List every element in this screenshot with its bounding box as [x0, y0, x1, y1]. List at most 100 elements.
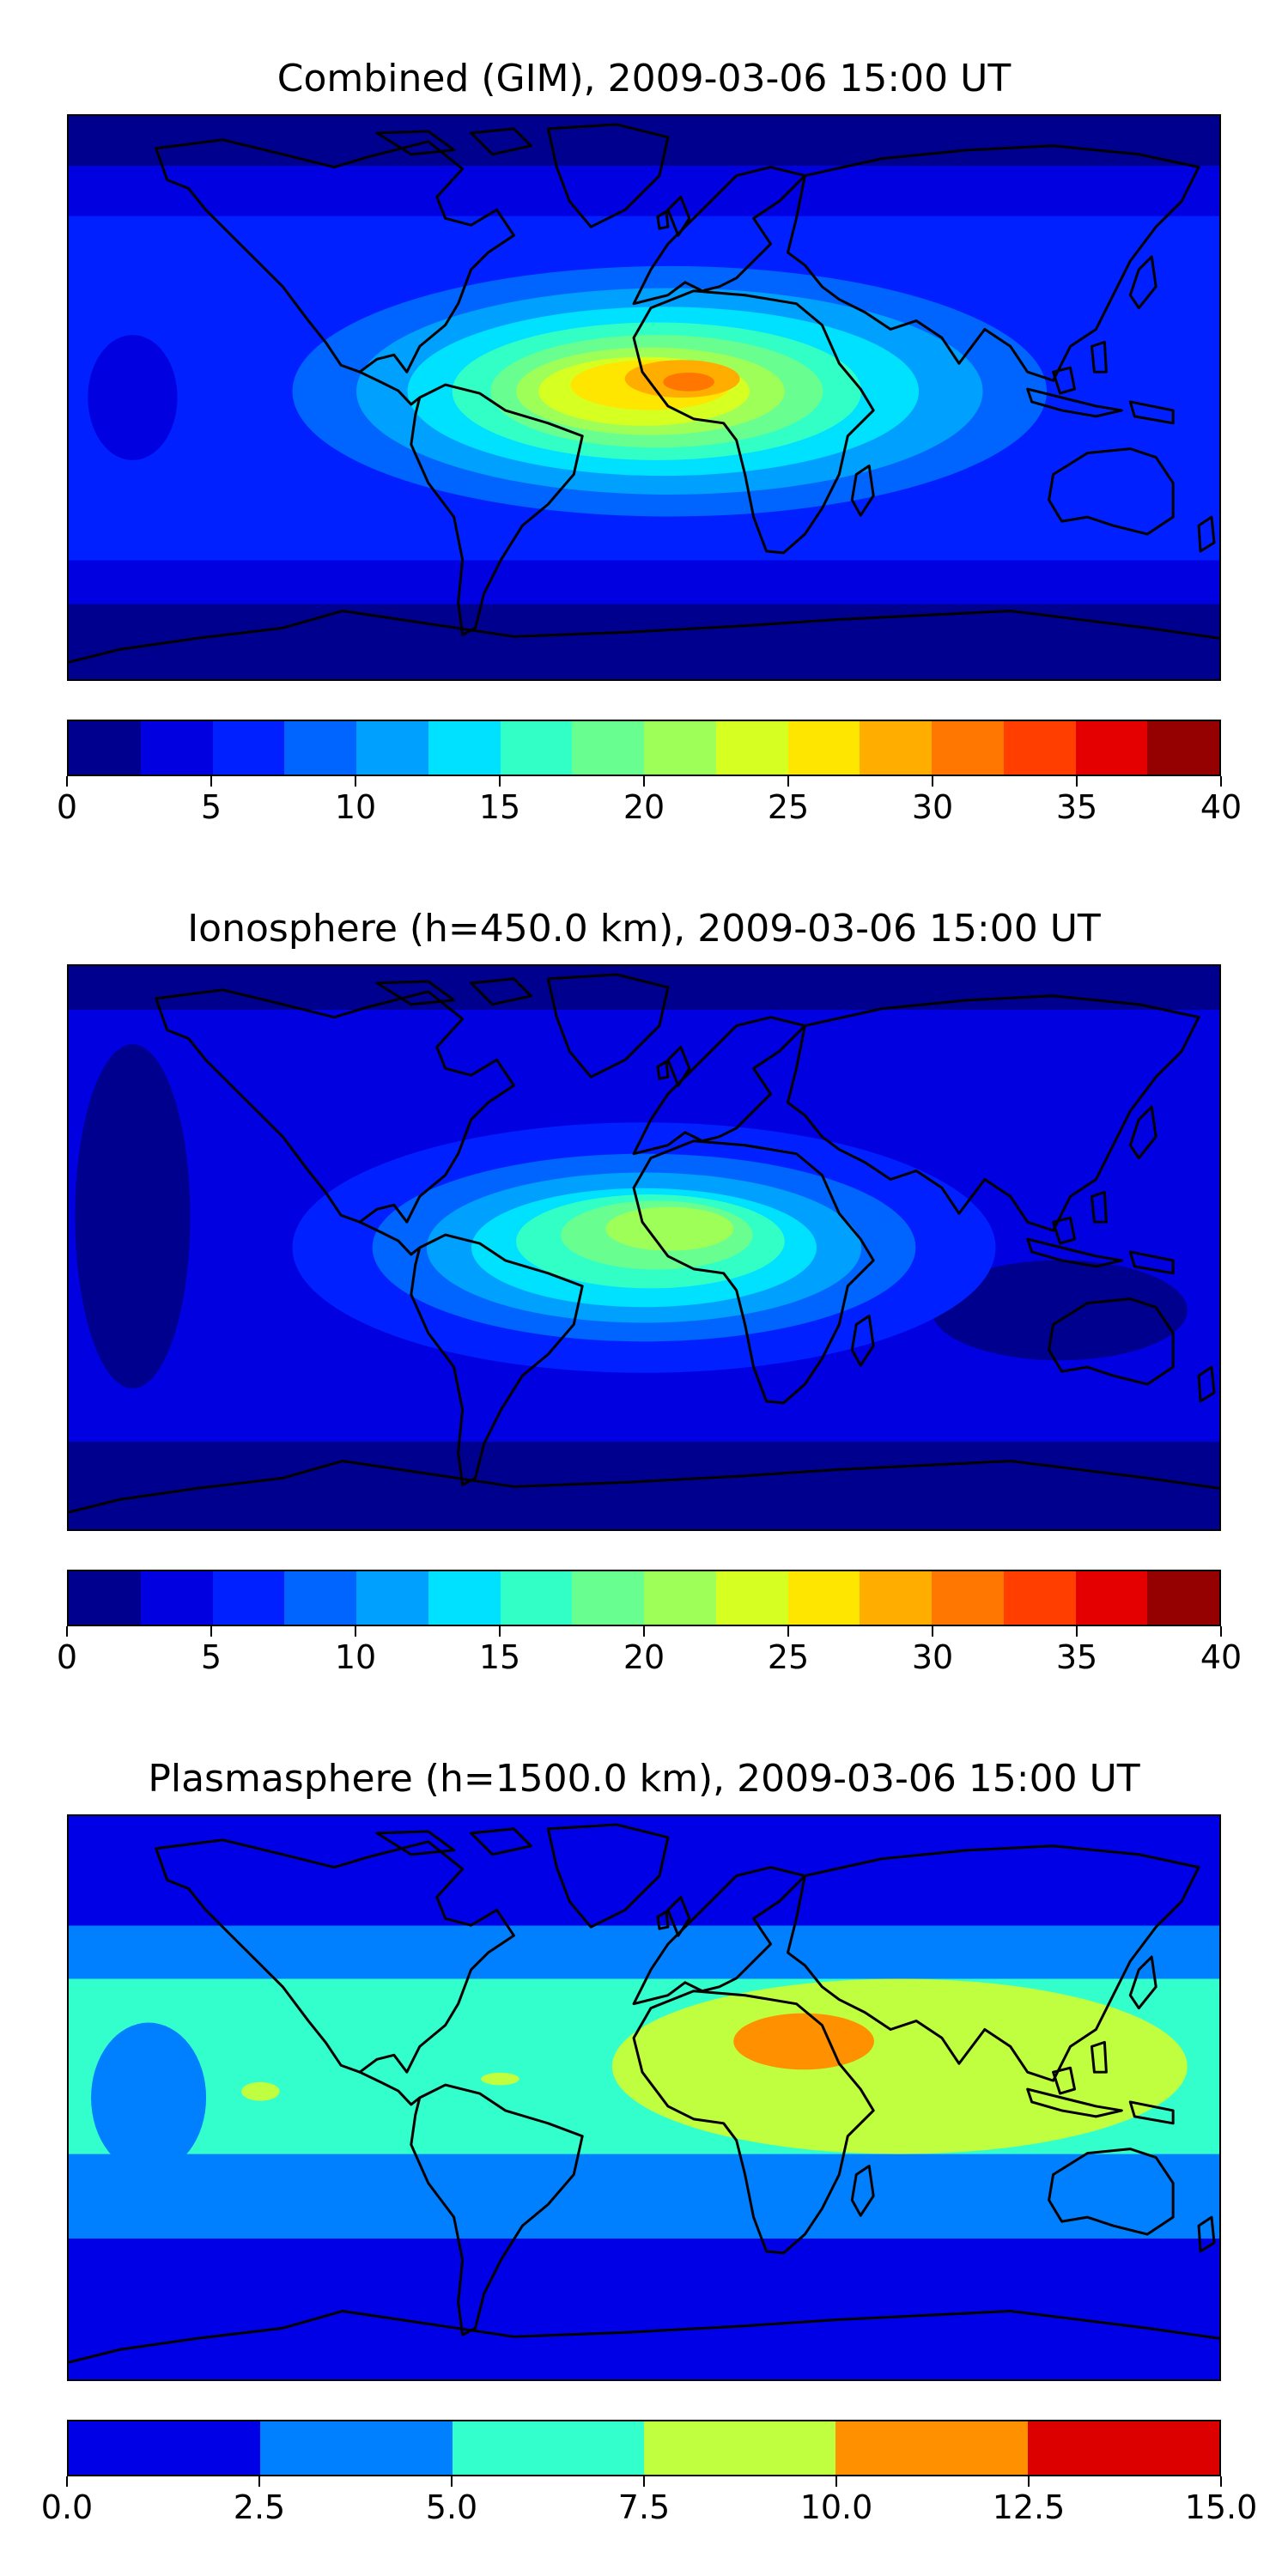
- map-plasmasphere: [67, 1814, 1221, 2381]
- colorbar-tick: [932, 776, 933, 787]
- colorbar-segment: [1147, 1571, 1219, 1625]
- colorbar-segment: [1075, 721, 1148, 775]
- colorbar-tick-label: 10: [334, 1638, 377, 1676]
- colorbar-tick-label: 5: [200, 788, 222, 826]
- map-ionosphere: [67, 964, 1221, 1531]
- colorbar-tick-label: 20: [623, 1638, 665, 1676]
- colorbar-segment: [787, 721, 860, 775]
- colorbar-tick: [643, 2476, 645, 2487]
- colorbar-segment: [428, 721, 501, 775]
- colorbar-tick: [932, 1626, 933, 1637]
- colorbar-tick-label: 5.0: [425, 2488, 478, 2526]
- colorbar-segment: [1003, 1571, 1076, 1625]
- map-title-ionosphere: Ionosphere (h=450.0 km), 2009-03-06 15:0…: [187, 907, 1101, 951]
- contour-band-3: [69, 604, 1219, 679]
- colorbar-tick-label: 15: [478, 788, 521, 826]
- colorbar-tick: [1220, 1626, 1222, 1637]
- colorbar-tick: [643, 776, 645, 787]
- colorbar-tick: [1220, 2476, 1222, 2487]
- colorbar-segment: [260, 2421, 453, 2475]
- colorbar-tick: [787, 1626, 789, 1637]
- colorbar-segment: [932, 1571, 1004, 1625]
- colorbar-tick: [258, 2476, 260, 2487]
- contour-region-14: [88, 335, 178, 460]
- colorbar-tick-label: 10: [334, 788, 377, 826]
- contour-region-3: [932, 1260, 1188, 1361]
- colorbar-ionosphere: [67, 1570, 1221, 1626]
- colorbar-segment: [212, 721, 285, 775]
- contour-region-4: [241, 2081, 280, 2101]
- colorbar-tick-label: 12.5: [992, 2488, 1066, 2526]
- colorbar-segment: [69, 721, 141, 775]
- colorbar-tick-label: 2.5: [233, 2488, 286, 2526]
- colorbar-segment: [69, 2421, 261, 2475]
- colorbar-tick: [835, 2476, 837, 2487]
- map-combined-svg: [69, 116, 1219, 679]
- contour-region-13: [663, 372, 714, 392]
- colorbar-segment: [572, 721, 644, 775]
- colorbar-segment: [428, 1571, 501, 1625]
- colorbar-tick-label: 0.0: [40, 2488, 94, 2526]
- contour-band-1: [69, 1441, 1219, 1529]
- colorbar-segment: [643, 2421, 836, 2475]
- colorbar-segment: [835, 2421, 1028, 2475]
- colorbar-tick-label: 7.5: [617, 2488, 671, 2526]
- colorbar-segment: [1075, 1571, 1148, 1625]
- colorbar-combined: [67, 720, 1221, 776]
- colorbar-segment: [644, 721, 716, 775]
- colorbar-tick: [1076, 1626, 1078, 1637]
- colorbar-segment: [69, 1571, 141, 1625]
- colorbar-tick-label: 25: [767, 1638, 810, 1676]
- colorbar-segment: [356, 721, 428, 775]
- colorbar-tick-label: 40: [1200, 1638, 1242, 1676]
- colorbar-segment: [932, 721, 1004, 775]
- colorbar-tick: [643, 1626, 645, 1637]
- colorbar-segment: [500, 1571, 573, 1625]
- contour-region-2: [75, 1044, 191, 1388]
- map-ionosphere-svg: [69, 966, 1219, 1529]
- map-plasmasphere-svg: [69, 1816, 1219, 2379]
- colorbar-tick: [787, 776, 789, 787]
- colorbar-tick-label: 40: [1200, 788, 1242, 826]
- colorbar-tick-label: 35: [1055, 788, 1098, 826]
- colorbar-tick: [1076, 776, 1078, 787]
- colorbar-segment: [356, 1571, 428, 1625]
- colorbar-tick-label: 20: [623, 788, 665, 826]
- colorbar-tick: [1028, 2476, 1030, 2487]
- colorbar-segment: [452, 2421, 644, 2475]
- contour-region-2: [91, 2022, 207, 2173]
- colorbar-tick-label: 30: [911, 1638, 954, 1676]
- colorbar-tick: [210, 1626, 212, 1637]
- colorbar-tick: [355, 776, 356, 787]
- colorbar-segment: [284, 1571, 356, 1625]
- colorbar-segment: [1027, 2421, 1219, 2475]
- colorbar-tick-label: 35: [1055, 1638, 1098, 1676]
- colorbar-tick: [499, 1626, 501, 1637]
- colorbar-segment: [715, 1571, 788, 1625]
- contour-region-5: [481, 2072, 519, 2086]
- colorbar-segment: [140, 1571, 213, 1625]
- colorbar-tick-label: 30: [911, 788, 954, 826]
- colorbar-tick-label: 15.0: [1184, 2488, 1258, 2526]
- colorbar-segment: [212, 1571, 285, 1625]
- colorbar-segment: [644, 1571, 716, 1625]
- colorbar-segment: [1003, 721, 1076, 775]
- map-title-plasmasphere: Plasmasphere (h=1500.0 km), 2009-03-06 1…: [148, 1757, 1140, 1801]
- contour-band-0: [69, 116, 1219, 167]
- colorbar-segment: [860, 1571, 932, 1625]
- colorbar-tick: [66, 1626, 68, 1637]
- colorbar-tick-label: 5: [200, 1638, 222, 1676]
- colorbar-segment: [715, 721, 788, 775]
- colorbar-tick-label: 10.0: [799, 2488, 873, 2526]
- colorbar-tick: [66, 776, 68, 787]
- colorbar-tick: [355, 1626, 356, 1637]
- map-combined: [67, 114, 1221, 681]
- colorbar-segment: [500, 721, 573, 775]
- colorbar-tick: [1220, 776, 1222, 787]
- contour-band-0: [69, 966, 1219, 1011]
- colorbar-segment: [140, 721, 213, 775]
- colorbar-segment: [284, 721, 356, 775]
- contour-region-6: [733, 2013, 874, 2070]
- colorbar-tick-label: 15: [478, 1638, 521, 1676]
- contour-region-10: [605, 1206, 734, 1251]
